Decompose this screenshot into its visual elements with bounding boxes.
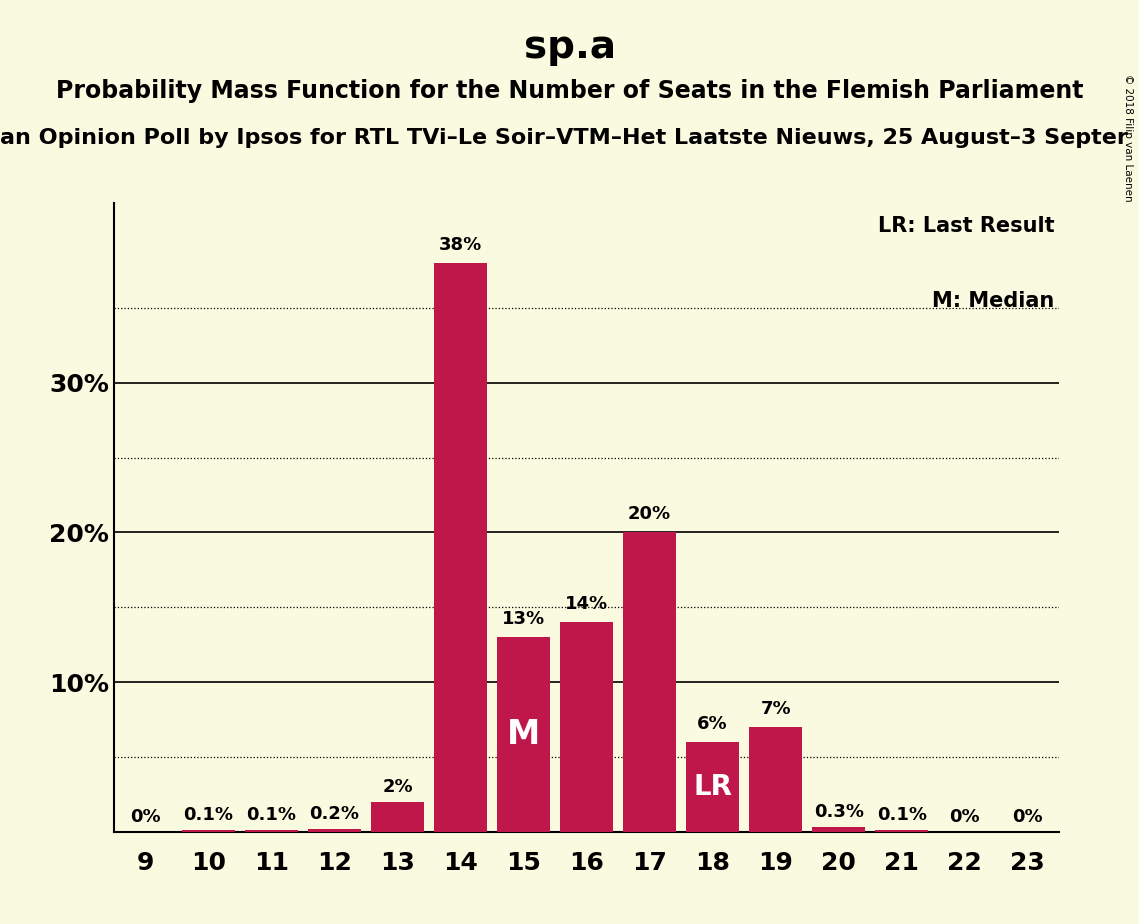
Text: LR: LR: [694, 772, 732, 801]
Text: 38%: 38%: [439, 237, 482, 254]
Bar: [812, 827, 866, 832]
Text: sp.a: sp.a: [524, 28, 615, 66]
Text: 14%: 14%: [565, 595, 608, 614]
Text: 0.1%: 0.1%: [183, 806, 233, 824]
Bar: [245, 830, 298, 832]
Text: 13%: 13%: [502, 610, 546, 628]
Text: M: Median: M: Median: [933, 291, 1055, 311]
Bar: [308, 829, 361, 832]
Bar: [434, 263, 487, 832]
Bar: [181, 830, 236, 832]
Text: 2%: 2%: [383, 778, 412, 796]
Text: 0%: 0%: [1013, 808, 1043, 826]
Text: 0.2%: 0.2%: [310, 805, 360, 822]
Bar: [559, 622, 614, 832]
Text: 0%: 0%: [950, 808, 980, 826]
Text: 0.1%: 0.1%: [877, 806, 927, 824]
Text: © 2018 Filip van Laenen: © 2018 Filip van Laenen: [1123, 74, 1133, 201]
Text: 0.1%: 0.1%: [246, 806, 296, 824]
Text: Probability Mass Function for the Number of Seats in the Flemish Parliament: Probability Mass Function for the Number…: [56, 79, 1083, 103]
Text: 0%: 0%: [130, 808, 161, 826]
Text: 6%: 6%: [697, 715, 728, 733]
Bar: [875, 830, 928, 832]
Text: an Opinion Poll by Ipsos for RTL TVi–Le Soir–VTM–Het Laatste Nieuws, 25 August–3: an Opinion Poll by Ipsos for RTL TVi–Le …: [0, 128, 1128, 148]
Bar: [748, 727, 803, 832]
Bar: [686, 742, 739, 832]
Text: 7%: 7%: [761, 699, 790, 718]
Text: 20%: 20%: [628, 505, 671, 523]
Bar: [623, 532, 677, 832]
Text: 0.3%: 0.3%: [813, 803, 863, 821]
Text: LR: Last Result: LR: Last Result: [878, 216, 1055, 236]
Bar: [497, 638, 550, 832]
Bar: [370, 802, 425, 832]
Text: M: M: [507, 718, 540, 751]
